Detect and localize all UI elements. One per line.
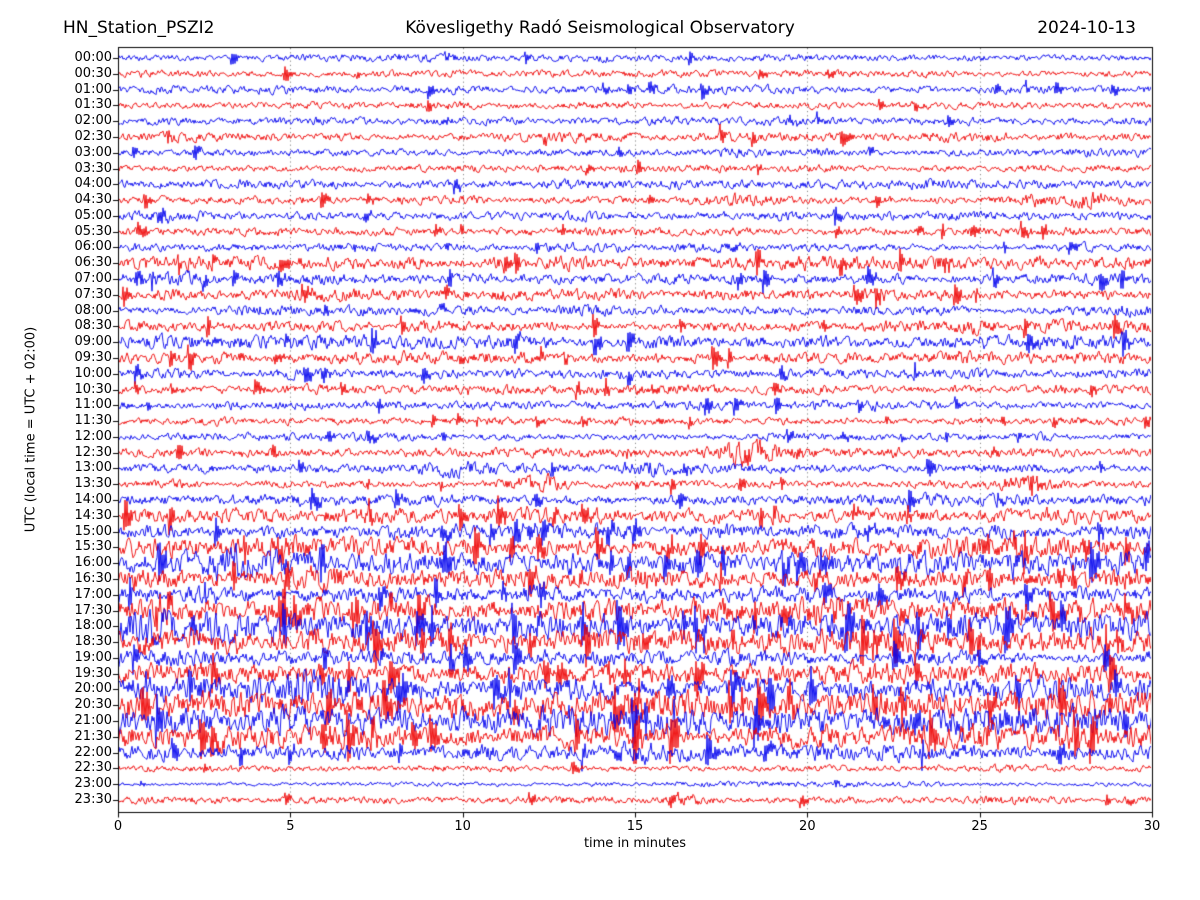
row-label-2130: 21:30 <box>74 728 112 744</box>
row-label-0930: 09:30 <box>74 349 112 365</box>
row-label-1700: 17:00 <box>74 586 112 602</box>
row-label-1830: 18:30 <box>74 634 112 650</box>
row-label-0830: 08:30 <box>74 318 112 334</box>
x-tick-30: 30 <box>1143 819 1161 834</box>
row-label-0530: 05:30 <box>74 223 112 239</box>
x-axis-label: time in minutes <box>583 836 687 851</box>
row-label-0130: 01:30 <box>74 97 112 113</box>
row-label-2030: 20:30 <box>74 697 112 713</box>
row-label-0100: 01:00 <box>74 81 112 97</box>
row-label-2100: 21:00 <box>74 713 112 729</box>
row-label-1500: 15:00 <box>74 523 112 539</box>
row-label-0000: 00:00 <box>74 50 112 65</box>
row-label-0730: 07:30 <box>74 286 112 302</box>
x-tick-5: 5 <box>286 819 295 834</box>
x-tick-25: 25 <box>971 819 988 834</box>
row-label-1800: 18:00 <box>74 618 112 634</box>
x-tick-20: 20 <box>799 819 816 834</box>
row-label-2000: 20:00 <box>74 681 112 697</box>
row-label-0400: 04:00 <box>74 176 112 192</box>
row-label-0230: 02:30 <box>74 128 112 144</box>
row-label-1530: 15:30 <box>74 539 112 555</box>
row-label-1730: 17:30 <box>74 602 112 618</box>
row-label-0200: 02:00 <box>74 113 112 129</box>
row-label-1430: 14:30 <box>74 507 112 523</box>
row-label-2330: 23:30 <box>74 792 112 807</box>
row-label-1230: 12:30 <box>74 444 112 460</box>
row-label-1300: 13:00 <box>74 460 112 476</box>
date-label: 2024-10-13 <box>1037 18 1136 38</box>
observatory-title: Kövesligethy Radó Seismological Observat… <box>405 18 795 38</box>
row-label-1000: 10:00 <box>74 365 112 381</box>
row-label-0430: 04:30 <box>74 192 112 208</box>
row-label-1100: 11:00 <box>74 397 112 413</box>
row-label-0700: 07:00 <box>74 271 112 287</box>
row-label-1600: 16:00 <box>74 555 112 571</box>
row-label-1200: 12:00 <box>74 428 112 444</box>
station-title: HN_Station_PSZI2 <box>63 18 215 38</box>
row-label-1330: 13:30 <box>74 476 112 492</box>
row-label-2300: 23:00 <box>74 776 112 792</box>
row-label-1400: 14:00 <box>74 492 112 508</box>
x-tick-0: 0 <box>113 819 123 834</box>
row-label-0900: 09:00 <box>74 334 112 350</box>
row-label-0500: 05:00 <box>74 207 112 223</box>
row-label-1130: 11:30 <box>74 413 112 429</box>
row-label-0630: 06:30 <box>74 255 112 271</box>
row-label-0330: 03:30 <box>74 160 112 176</box>
row-label-0600: 06:00 <box>74 239 112 255</box>
row-label-1900: 19:00 <box>74 649 112 665</box>
row-label-0300: 03:00 <box>74 144 112 160</box>
x-tick-10: 10 <box>454 819 471 834</box>
row-label-0030: 00:30 <box>74 65 112 81</box>
row-label-1630: 16:30 <box>74 570 112 586</box>
row-label-0800: 08:00 <box>74 302 112 318</box>
y-axis-label: UTC (local time = UTC + 02:00) <box>23 326 39 533</box>
row-label-2200: 22:00 <box>74 744 112 760</box>
row-label-1930: 19:30 <box>74 665 112 681</box>
x-tick-15: 15 <box>626 819 644 834</box>
row-label-2230: 22:30 <box>74 760 112 776</box>
row-label-1030: 10:30 <box>74 381 112 397</box>
